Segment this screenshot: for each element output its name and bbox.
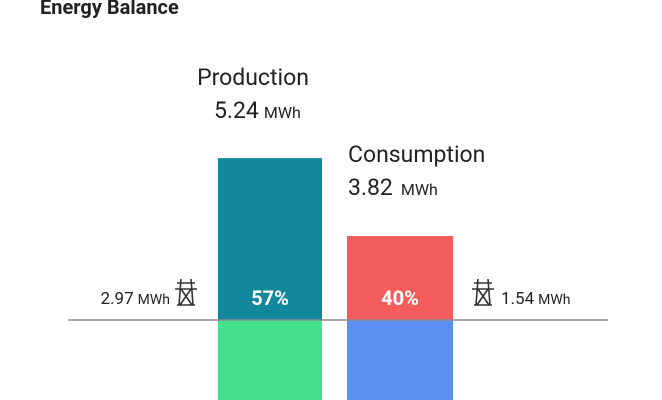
production-unit: MWh <box>264 103 301 122</box>
grid-icon-left <box>175 278 197 306</box>
import-number: 1.54 <box>501 289 535 309</box>
production-percent: 57% <box>251 286 289 310</box>
consumption-unit: MWh <box>401 180 438 199</box>
import-value: 1.54 MWh <box>501 289 571 309</box>
grid-icon-right <box>472 278 494 306</box>
consumption-value: 3.82 MWh <box>348 174 438 201</box>
export-value: 2.97 MWh <box>100 289 170 309</box>
consumption-number: 3.82 <box>348 174 393 201</box>
production-grid-bar <box>218 158 322 320</box>
production-value: 5.24 MWh <box>214 97 301 124</box>
export-number: 2.97 <box>100 289 133 309</box>
card-title: Energy Balance <box>40 0 179 19</box>
production-number: 5.24 <box>214 97 259 124</box>
consumption-self-bar <box>347 320 453 400</box>
production-label: Production <box>197 64 309 91</box>
consumption-label: Consumption <box>348 141 485 168</box>
export-unit: MWh <box>138 292 170 308</box>
production-self-bar <box>218 320 322 400</box>
consumption-percent: 40% <box>381 286 419 310</box>
import-unit: MWh <box>538 292 570 308</box>
consumption-grid-bar <box>347 236 453 320</box>
